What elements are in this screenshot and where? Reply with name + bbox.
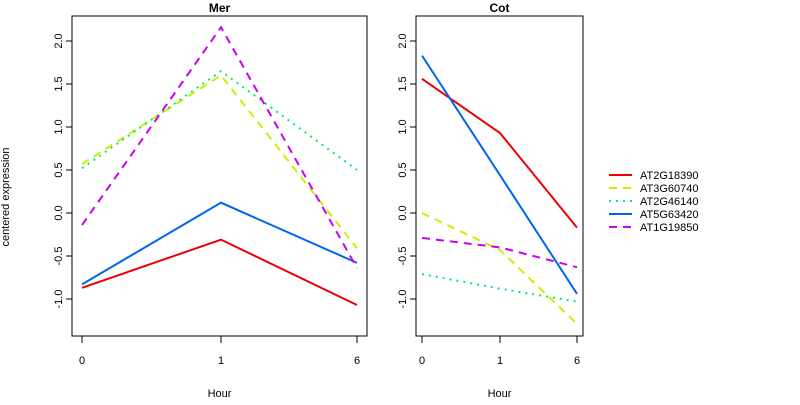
y-tick-label: 0.0 xyxy=(53,205,65,220)
panel-title: Cot xyxy=(490,1,510,15)
y-tick-label: 1.0 xyxy=(53,119,65,134)
legend-label: AT5G63420 xyxy=(640,209,699,221)
series-line-at3g60740 xyxy=(81,74,358,249)
series-line-at1g19850 xyxy=(81,25,358,269)
y-tick-label: 2.0 xyxy=(397,33,409,48)
panel-title: Mer xyxy=(209,1,231,15)
x-tick-label: 1 xyxy=(497,355,503,367)
y-axis-label: centered expression xyxy=(0,147,12,246)
y-tick-label: 2.0 xyxy=(53,33,65,48)
x-tick-label: 0 xyxy=(79,355,85,367)
panel-mer: Mer -1.0 -0.5 0.0 0.5 1.0 1.5 2.0 0 1 6 Hour xyxy=(53,1,368,400)
x-axis-label: Hour xyxy=(208,388,232,400)
x-tick-label: 6 xyxy=(574,355,580,367)
y-tick-label: 1.0 xyxy=(397,119,409,134)
series-line-at2g46140 xyxy=(81,69,358,171)
series-line-at3g60740 xyxy=(421,212,578,325)
y-tick-label: 0.5 xyxy=(397,162,409,177)
plot-frame xyxy=(71,15,368,337)
series-line-at5g63420 xyxy=(421,55,578,295)
series-line-at2g18390 xyxy=(81,238,358,306)
y-tick-label: 0.0 xyxy=(397,205,409,220)
legend-label: AT3G60740 xyxy=(640,183,699,195)
y-tick-label: -1.0 xyxy=(53,290,65,309)
x-tick-label: 1 xyxy=(218,355,224,367)
series-line-at2g18390 xyxy=(421,78,578,229)
y-tick-label: 1.5 xyxy=(397,76,409,91)
y-tick-label: 0.5 xyxy=(53,162,65,177)
legend-label: AT2G46140 xyxy=(640,196,699,208)
series-line-at5g63420 xyxy=(81,201,358,286)
y-tick-label: 1.5 xyxy=(53,76,65,91)
series-line-at2g46140 xyxy=(421,273,578,303)
legend-label: AT2G18390 xyxy=(640,170,699,182)
legend-label: AT1G19850 xyxy=(640,222,699,234)
x-axis-label: Hour xyxy=(488,388,512,400)
legend: AT2G18390AT3G60740AT2G46140AT5G63420AT1G… xyxy=(609,170,699,234)
panel-cot: Cot -1.0 -0.5 0.0 0.5 1.0 1.5 2.0 0 1 6 Hour xyxy=(397,1,584,400)
y-tick-label: -0.5 xyxy=(53,247,65,266)
y-tick-label: -0.5 xyxy=(397,247,409,266)
y-tick-label: -1.0 xyxy=(397,290,409,309)
series-line-at1g19850 xyxy=(421,236,578,269)
x-tick-label: 0 xyxy=(419,355,425,367)
x-tick-label: 6 xyxy=(354,355,360,367)
